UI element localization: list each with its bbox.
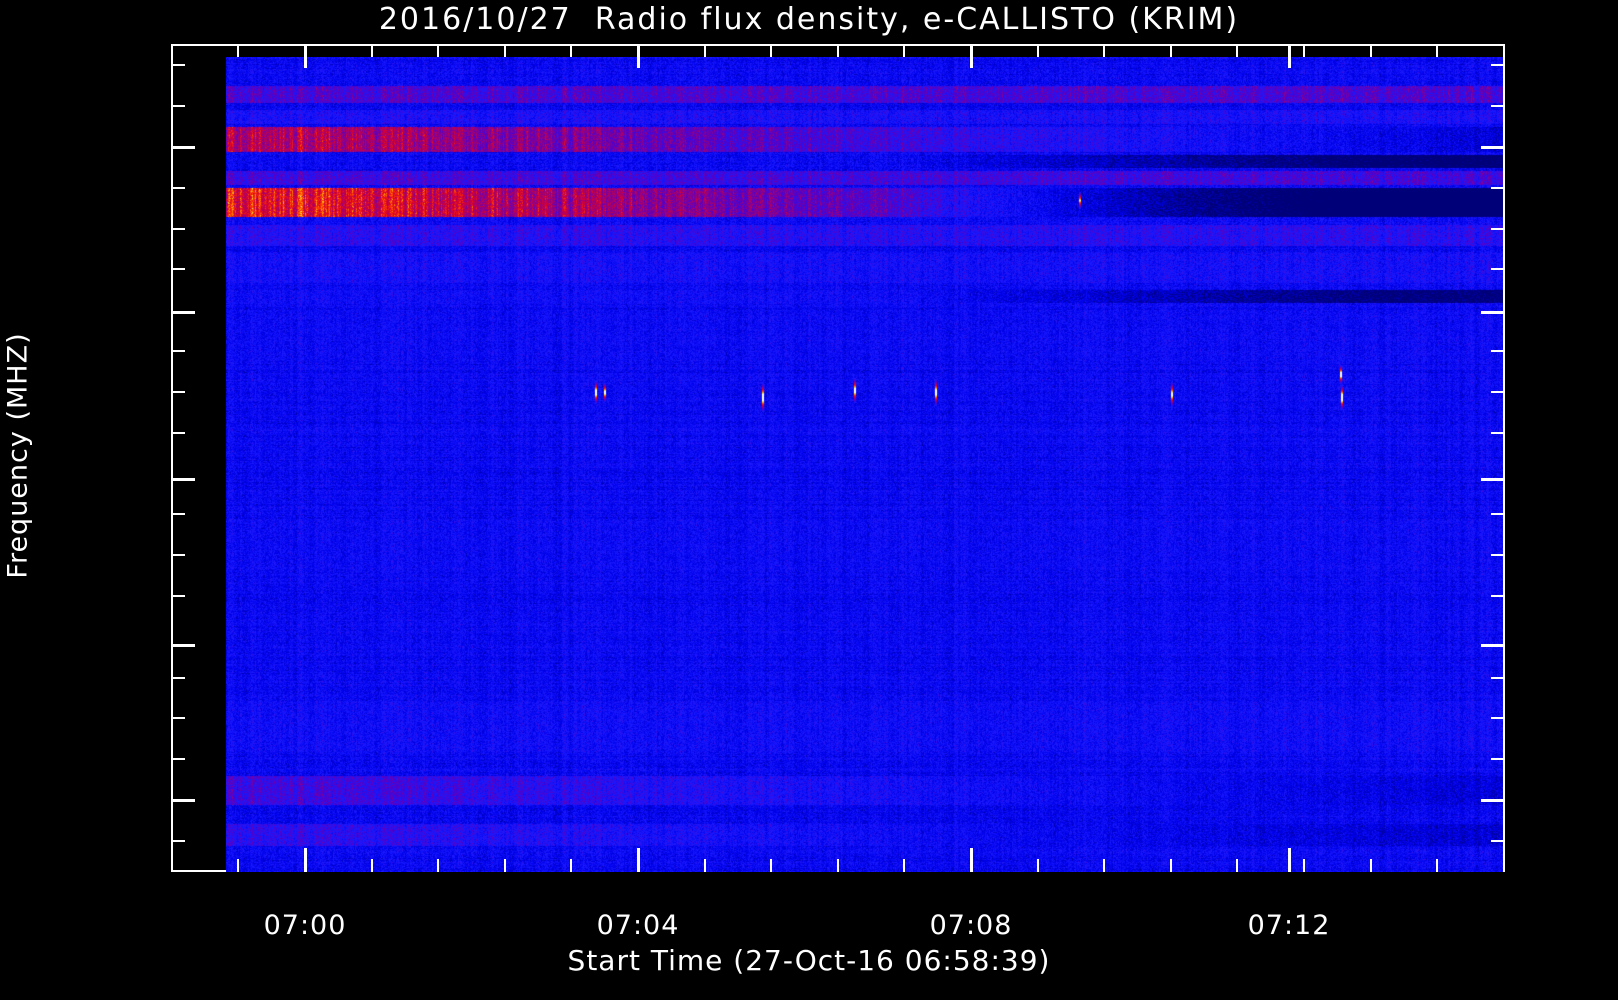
y-tick-major-right-300 <box>1481 478 1505 481</box>
x-tick-minor-top <box>570 44 573 57</box>
x-tick-major-top-07:04 <box>637 44 640 68</box>
x-tick-major-07:00 <box>304 848 307 872</box>
y-tick-major-260 <box>171 146 195 149</box>
y-tick-major-right-260 <box>1481 146 1505 149</box>
spectrogram-image <box>226 57 1503 872</box>
x-tick-minor <box>1436 859 1439 872</box>
x-tick-minor <box>1036 859 1039 872</box>
x-tick-minor <box>1169 859 1172 872</box>
y-tick-minor-right <box>1491 554 1505 557</box>
x-tick-minor-top <box>1169 44 1172 57</box>
x-tick-major-top-07:00 <box>304 44 307 68</box>
x-tick-major-top-07:08 <box>970 44 973 68</box>
y-tick-minor <box>171 594 185 597</box>
y-tick-minor <box>171 64 185 67</box>
y-tick-major-right-320 <box>1481 644 1505 647</box>
y-tick-minor <box>171 105 185 108</box>
y-axis-title: Frequency (MHZ) <box>2 332 34 579</box>
page-title: 2016/10/27 Radio flux density, e-CALLIST… <box>378 2 1240 37</box>
y-tick-minor <box>171 268 185 271</box>
x-tick-minor-top <box>237 44 240 57</box>
y-tick-minor <box>171 431 185 434</box>
x-tick-major-07:04 <box>637 848 640 872</box>
x-tick-label-07:08: 07:08 <box>929 910 1013 941</box>
x-tick-minor <box>1103 859 1106 872</box>
y-tick-minor <box>171 839 185 842</box>
x-tick-minor-top <box>503 44 506 57</box>
y-tick-major-right-280 <box>1481 311 1505 314</box>
x-tick-minor-top <box>1236 44 1239 57</box>
x-tick-minor <box>836 859 839 872</box>
x-tick-major-07:08 <box>970 848 973 872</box>
x-tick-minor-top <box>836 44 839 57</box>
x-tick-minor <box>1303 859 1305 872</box>
y-tick-major-right-340 <box>1481 799 1505 802</box>
x-tick-minor <box>237 859 240 872</box>
y-tick-minor-right <box>1491 186 1505 189</box>
y-tick-minor <box>171 227 185 230</box>
y-tick-major-300 <box>171 478 195 481</box>
x-tick-minor-top <box>1036 44 1039 57</box>
x-tick-minor-top <box>370 44 373 57</box>
x-tick-label-07:12: 07:12 <box>1247 910 1331 941</box>
x-tick-minor <box>703 859 706 872</box>
y-tick-minor-right <box>1491 350 1505 353</box>
y-tick-minor <box>171 717 185 720</box>
y-tick-minor <box>171 390 185 393</box>
y-tick-minor-right <box>1491 268 1505 271</box>
x-tick-minor <box>1236 859 1239 872</box>
y-tick-minor-right <box>1491 758 1505 761</box>
y-tick-minor-right <box>1491 227 1505 230</box>
y-tick-major-340 <box>171 799 195 802</box>
x-tick-minor <box>903 859 906 872</box>
y-tick-minor-right <box>1491 513 1505 516</box>
y-tick-minor <box>171 513 185 516</box>
x-axis-labels: 07:00 07:04 07:08 07:12 <box>0 904 1618 941</box>
y-tick-minor-right <box>1491 839 1505 842</box>
x-tick-minor-top <box>437 44 440 57</box>
y-tick-minor-right <box>1491 64 1505 67</box>
x-tick-minor <box>503 859 506 872</box>
y-tick-minor-right <box>1491 431 1505 434</box>
x-tick-minor-top <box>703 44 706 57</box>
x-tick-minor-top <box>770 44 773 57</box>
x-tick-minor <box>1369 859 1372 872</box>
y-tick-minor-right <box>1491 717 1505 720</box>
x-tick-minor <box>370 859 373 872</box>
x-tick-label-07:04: 07:04 <box>596 910 680 941</box>
x-axis-title: Start Time (27-Oct-16 06:58:39) <box>567 944 1051 977</box>
x-tick-minor-top <box>1369 44 1372 57</box>
x-tick-minor <box>570 859 573 872</box>
x-tick-minor <box>437 859 440 872</box>
x-tick-minor <box>770 859 773 872</box>
x-tick-minor-top <box>1103 44 1106 57</box>
y-tick-minor <box>171 186 185 189</box>
y-tick-minor <box>171 554 185 557</box>
x-tick-major-07:12 <box>1288 848 1291 872</box>
x-tick-label-07:00: 07:00 <box>263 910 347 941</box>
x-tick-major-top-07:12 <box>1288 44 1291 68</box>
y-tick-minor <box>171 350 185 353</box>
y-tick-minor <box>171 676 185 679</box>
y-tick-minor-right <box>1491 676 1505 679</box>
y-tick-major-320 <box>171 644 195 647</box>
y-tick-minor-right <box>1491 105 1505 108</box>
x-tick-minor-top <box>1303 44 1305 57</box>
y-tick-major-280 <box>171 311 195 314</box>
y-tick-minor-right <box>1491 594 1505 597</box>
x-tick-minor-top <box>1436 44 1439 57</box>
y-tick-minor <box>171 758 185 761</box>
x-tick-minor-top <box>903 44 906 57</box>
y-tick-minor-right <box>1491 390 1505 393</box>
